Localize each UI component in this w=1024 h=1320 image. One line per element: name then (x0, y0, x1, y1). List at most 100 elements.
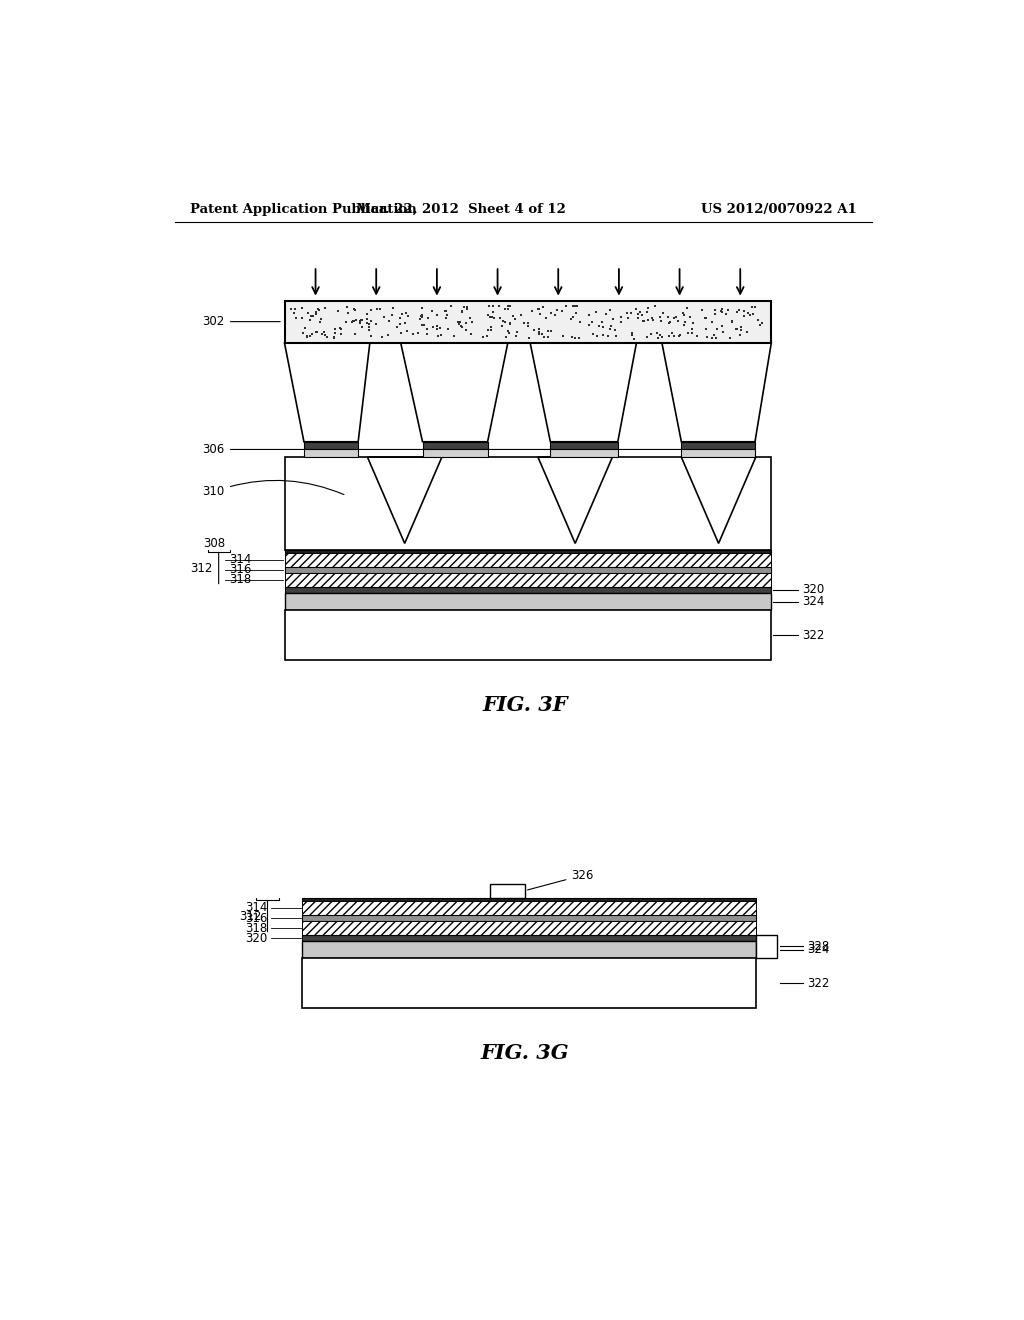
Text: 310: 310 (203, 480, 344, 499)
Text: FIG. 3G: FIG. 3G (480, 1043, 569, 1063)
Point (332, 317, 348, 338)
Point (492, 308, 508, 329)
Point (519, 315, 536, 337)
Point (425, 315, 441, 337)
Point (374, 327, 390, 348)
Point (626, 327, 642, 348)
Text: 302: 302 (203, 315, 281, 329)
Point (362, 325, 379, 346)
Point (393, 322, 410, 343)
Bar (302, 898, 756, 902)
Point (684, 318, 700, 339)
Point (445, 326, 462, 347)
Point (639, 302, 655, 323)
Point (412, 308, 428, 329)
Point (613, 306, 630, 327)
Point (369, 313, 385, 334)
Text: 316: 316 (245, 912, 267, 924)
Point (735, 305, 752, 326)
Bar (285, 586, 771, 594)
Point (316, 325, 333, 346)
Text: 318: 318 (246, 921, 267, 935)
Point (605, 308, 622, 329)
Text: 308: 308 (203, 537, 225, 550)
Point (648, 322, 665, 343)
Bar (304, 449, 358, 457)
Bar (550, 442, 617, 449)
Point (500, 321, 516, 342)
Point (624, 322, 640, 343)
Point (346, 300, 362, 321)
Point (429, 318, 445, 339)
Point (650, 327, 667, 348)
Polygon shape (285, 343, 370, 442)
Point (729, 301, 745, 322)
Point (284, 298, 300, 319)
Point (513, 304, 529, 325)
Point (703, 327, 720, 348)
Point (352, 309, 369, 330)
Point (429, 304, 445, 325)
Bar (302, 915, 756, 921)
Point (502, 296, 518, 317)
Point (630, 304, 646, 325)
Point (634, 305, 650, 326)
Text: 318: 318 (228, 573, 251, 586)
Point (520, 313, 537, 334)
Point (299, 327, 315, 348)
Point (505, 305, 521, 326)
Point (698, 318, 715, 339)
Polygon shape (662, 343, 771, 442)
Point (483, 319, 500, 341)
Point (683, 322, 699, 343)
Text: 320: 320 (802, 583, 824, 597)
Point (672, 325, 688, 346)
Point (464, 312, 480, 333)
Point (707, 304, 723, 325)
Point (438, 308, 455, 329)
Point (630, 308, 646, 329)
Point (347, 310, 364, 331)
Point (484, 296, 501, 317)
Point (595, 325, 611, 346)
Polygon shape (681, 457, 756, 544)
Point (538, 308, 554, 329)
Point (484, 306, 501, 327)
Point (696, 308, 713, 329)
Point (601, 318, 617, 339)
Point (584, 312, 600, 333)
Point (682, 306, 698, 327)
Point (288, 308, 304, 329)
Point (312, 309, 329, 330)
Text: 324: 324 (802, 595, 824, 609)
Point (526, 319, 543, 341)
Point (345, 310, 361, 331)
Point (740, 302, 757, 323)
Point (693, 300, 710, 321)
Point (450, 312, 466, 333)
Point (327, 318, 343, 339)
Point (301, 325, 317, 346)
Point (458, 312, 474, 333)
Point (490, 296, 507, 317)
Text: Mar. 22, 2012  Sheet 4 of 12: Mar. 22, 2012 Sheet 4 of 12 (356, 203, 566, 216)
Bar (302, 958, 756, 1008)
Bar (304, 442, 358, 449)
Point (389, 317, 406, 338)
Point (540, 321, 556, 342)
Bar (285, 301, 771, 343)
Bar (681, 442, 755, 449)
Point (732, 319, 749, 341)
Point (679, 297, 695, 318)
Point (398, 321, 415, 342)
Point (705, 312, 721, 333)
Point (442, 296, 459, 317)
Point (353, 310, 370, 331)
Point (750, 309, 766, 330)
Text: 322: 322 (807, 977, 829, 990)
Point (327, 327, 343, 348)
Point (358, 309, 375, 330)
Point (746, 297, 763, 318)
Point (624, 325, 640, 346)
Point (397, 302, 414, 323)
